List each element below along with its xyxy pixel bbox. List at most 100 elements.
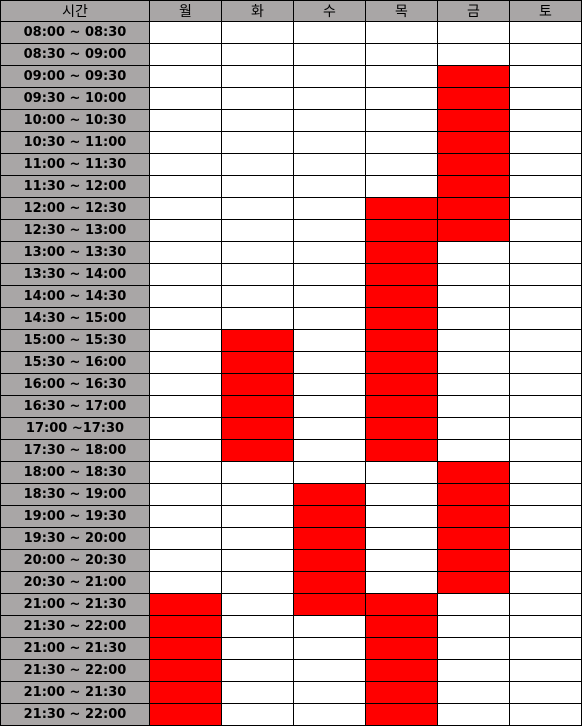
free-cell-mon — [149, 87, 222, 110]
free-cell-sat — [509, 395, 582, 418]
time-slot-label: 20:30 ~ 21:00 — [0, 571, 150, 594]
busy-cell-wed — [293, 593, 366, 616]
free-cell-sat — [509, 615, 582, 638]
time-slot-label: 21:30 ~ 22:00 — [0, 703, 150, 726]
day-header-mon: 월 — [149, 0, 222, 22]
table-row: 11:30 ~ 12:00 — [0, 175, 582, 198]
free-cell-thu — [365, 131, 438, 154]
busy-cell-thu — [365, 263, 438, 286]
free-cell-thu — [365, 505, 438, 528]
busy-cell-fri — [437, 571, 510, 594]
time-slot-label: 20:00 ~ 20:30 — [0, 549, 150, 572]
free-cell-fri — [437, 703, 510, 726]
busy-cell-fri — [437, 175, 510, 198]
busy-cell-thu — [365, 659, 438, 682]
free-cell-fri — [437, 285, 510, 308]
free-cell-wed — [293, 219, 366, 242]
free-cell-wed — [293, 87, 366, 110]
free-cell-mon — [149, 351, 222, 374]
free-cell-wed — [293, 329, 366, 352]
free-cell-mon — [149, 109, 222, 132]
free-cell-mon — [149, 263, 222, 286]
busy-cell-thu — [365, 307, 438, 330]
busy-cell-tue — [221, 395, 294, 418]
free-cell-mon — [149, 241, 222, 264]
free-cell-thu — [365, 21, 438, 44]
free-cell-tue — [221, 505, 294, 528]
free-cell-thu — [365, 43, 438, 66]
time-slot-label: 16:30 ~ 17:00 — [0, 395, 150, 418]
free-cell-wed — [293, 65, 366, 88]
free-cell-tue — [221, 285, 294, 308]
free-cell-sat — [509, 307, 582, 330]
busy-cell-thu — [365, 439, 438, 462]
free-cell-tue — [221, 307, 294, 330]
free-cell-mon — [149, 373, 222, 396]
time-slot-label: 17:00 ~17:30 — [0, 417, 150, 440]
free-cell-tue — [221, 197, 294, 220]
table-row: 15:30 ~ 16:00 — [0, 351, 582, 374]
free-cell-mon — [149, 307, 222, 330]
free-cell-sat — [509, 461, 582, 484]
free-cell-thu — [365, 65, 438, 88]
free-cell-wed — [293, 659, 366, 682]
free-cell-tue — [221, 527, 294, 550]
free-cell-fri — [437, 373, 510, 396]
time-slot-label: 19:30 ~ 20:00 — [0, 527, 150, 550]
free-cell-thu — [365, 483, 438, 506]
free-cell-mon — [149, 175, 222, 198]
free-cell-tue — [221, 681, 294, 704]
busy-cell-fri — [437, 109, 510, 132]
day-header-sat: 토 — [509, 0, 582, 22]
free-cell-wed — [293, 615, 366, 638]
time-slot-label: 09:00 ~ 09:30 — [0, 65, 150, 88]
free-cell-sat — [509, 65, 582, 88]
time-slot-label: 11:00 ~ 11:30 — [0, 153, 150, 176]
free-cell-wed — [293, 43, 366, 66]
free-cell-mon — [149, 571, 222, 594]
table-row: 10:30 ~ 11:00 — [0, 131, 582, 154]
free-cell-tue — [221, 175, 294, 198]
free-cell-tue — [221, 549, 294, 572]
time-slot-label: 12:30 ~ 13:00 — [0, 219, 150, 242]
free-cell-sat — [509, 219, 582, 242]
free-cell-thu — [365, 549, 438, 572]
free-cell-wed — [293, 417, 366, 440]
free-cell-mon — [149, 219, 222, 242]
table-row: 21:00 ~ 21:30 — [0, 637, 582, 660]
time-slot-label: 21:00 ~ 21:30 — [0, 681, 150, 704]
free-cell-wed — [293, 285, 366, 308]
free-cell-tue — [221, 483, 294, 506]
free-cell-sat — [509, 703, 582, 726]
busy-cell-thu — [365, 197, 438, 220]
table-row: 12:00 ~ 12:30 — [0, 197, 582, 220]
free-cell-wed — [293, 153, 366, 176]
busy-cell-thu — [365, 593, 438, 616]
free-cell-wed — [293, 109, 366, 132]
free-cell-mon — [149, 527, 222, 550]
time-slot-label: 12:00 ~ 12:30 — [0, 197, 150, 220]
busy-cell-fri — [437, 483, 510, 506]
free-cell-tue — [221, 153, 294, 176]
busy-cell-thu — [365, 395, 438, 418]
busy-cell-fri — [437, 505, 510, 528]
table-row: 21:30 ~ 22:00 — [0, 615, 582, 638]
free-cell-sat — [509, 263, 582, 286]
time-slot-label: 21:00 ~ 21:30 — [0, 637, 150, 660]
free-cell-tue — [221, 109, 294, 132]
free-cell-sat — [509, 505, 582, 528]
free-cell-fri — [437, 593, 510, 616]
time-slot-label: 10:00 ~ 10:30 — [0, 109, 150, 132]
free-cell-tue — [221, 263, 294, 286]
time-slot-label: 13:30 ~ 14:00 — [0, 263, 150, 286]
free-cell-thu — [365, 153, 438, 176]
busy-cell-tue — [221, 373, 294, 396]
free-cell-wed — [293, 21, 366, 44]
table-row: 20:30 ~ 21:00 — [0, 571, 582, 594]
table-row: 21:30 ~ 22:00 — [0, 703, 582, 726]
table-row: 16:00 ~ 16:30 — [0, 373, 582, 396]
table-row: 20:00 ~ 20:30 — [0, 549, 582, 572]
busy-cell-wed — [293, 483, 366, 506]
free-cell-sat — [509, 131, 582, 154]
busy-cell-tue — [221, 439, 294, 462]
